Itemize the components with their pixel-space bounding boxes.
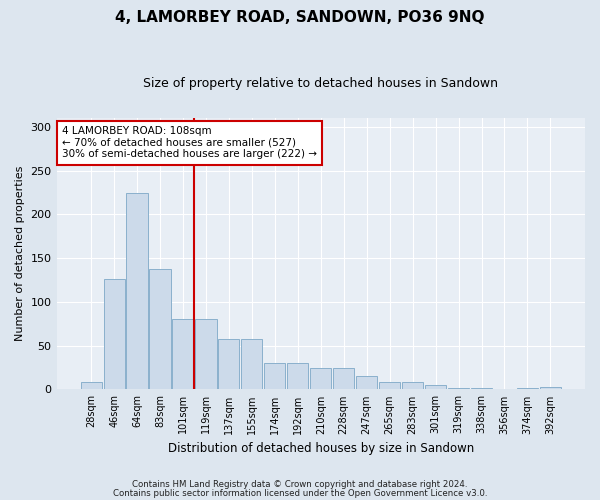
Bar <box>356 376 377 390</box>
Bar <box>104 279 125 390</box>
Bar <box>196 320 217 390</box>
Bar <box>287 363 308 390</box>
Bar <box>310 368 331 390</box>
Bar <box>241 338 262 390</box>
Title: Size of property relative to detached houses in Sandown: Size of property relative to detached ho… <box>143 78 498 90</box>
Bar <box>379 382 400 390</box>
Bar <box>149 268 170 390</box>
Text: 4 LAMORBEY ROAD: 108sqm
← 70% of detached houses are smaller (527)
30% of semi-d: 4 LAMORBEY ROAD: 108sqm ← 70% of detache… <box>62 126 317 160</box>
Bar <box>540 387 561 390</box>
Text: 4, LAMORBEY ROAD, SANDOWN, PO36 9NQ: 4, LAMORBEY ROAD, SANDOWN, PO36 9NQ <box>115 10 485 25</box>
Bar <box>127 194 148 390</box>
Bar <box>471 388 492 390</box>
Y-axis label: Number of detached properties: Number of detached properties <box>15 166 25 342</box>
Bar <box>333 368 354 390</box>
Text: Contains HM Land Registry data © Crown copyright and database right 2024.: Contains HM Land Registry data © Crown c… <box>132 480 468 489</box>
Bar <box>218 338 239 390</box>
Bar <box>80 382 101 390</box>
Bar <box>264 363 286 390</box>
Bar <box>448 388 469 390</box>
Bar <box>517 388 538 390</box>
Bar <box>425 385 446 390</box>
X-axis label: Distribution of detached houses by size in Sandown: Distribution of detached houses by size … <box>167 442 474 455</box>
Bar <box>172 320 194 390</box>
Text: Contains public sector information licensed under the Open Government Licence v3: Contains public sector information licen… <box>113 490 487 498</box>
Bar <box>402 382 423 390</box>
